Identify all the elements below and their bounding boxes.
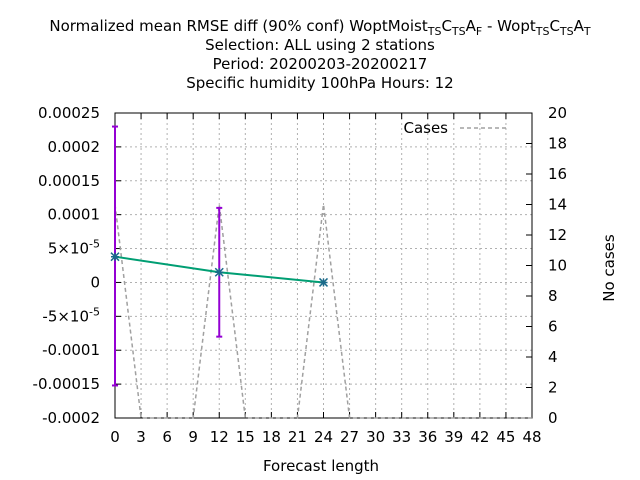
x-tick-label: 12 xyxy=(210,428,229,446)
y-tick-label: 0.00015 xyxy=(38,172,100,190)
y-tick-label: -0.0002 xyxy=(42,409,100,427)
x-tick-label: 45 xyxy=(496,428,515,446)
y2-tick-label: 12 xyxy=(548,226,567,244)
y2-tick-label: 0 xyxy=(548,409,558,427)
y-tick-label: -0.00015 xyxy=(33,375,100,393)
x-tick-label: 30 xyxy=(366,428,385,446)
y2-tick-label: 14 xyxy=(548,196,567,214)
cases-line xyxy=(114,204,532,419)
x-tick-label: 0 xyxy=(110,428,120,446)
y-tick-label: 0.0001 xyxy=(48,206,101,224)
x-tick-label: 39 xyxy=(444,428,463,446)
y-axis-ticks: 0.00025 0.0002 0.00015 0.0001 5×10-5 0 -5×10-5… xyxy=(33,104,121,427)
x-tick-label: 3 xyxy=(136,428,146,446)
y-tick-label: -5×10-5 xyxy=(42,305,100,325)
y2-tick-label: 18 xyxy=(548,135,567,153)
x-tick-label: 27 xyxy=(340,428,359,446)
chart-title: Normalized mean RMSE diff (90% conf) Wop… xyxy=(49,17,591,92)
title-line: Normalized mean RMSE diff (90% conf) Wop… xyxy=(49,17,591,38)
y2-tick-label: 4 xyxy=(548,348,558,366)
y-tick-label: 5×10-5 xyxy=(48,238,100,258)
x-tick-label: 24 xyxy=(314,428,333,446)
y2-axis-label: No cases xyxy=(600,234,618,302)
x-tick-label: 42 xyxy=(470,428,489,446)
x-tick-label: 33 xyxy=(392,428,411,446)
x-axis-ticks: 0 3 6 9 12 15 18 21 24 27 30 33 36 39 42 45 48 xyxy=(110,113,542,446)
legend: Cases xyxy=(403,119,506,137)
y2-axis-ticks: 0 2 4 6 8 10 12 14 16 18 20 xyxy=(526,104,567,427)
y2-tick-label: 6 xyxy=(548,318,558,336)
y-tick-label: 0 xyxy=(90,273,100,291)
y2-tick-label: 2 xyxy=(548,379,558,397)
x-tick-label: 18 xyxy=(262,428,281,446)
x-tick-label: 36 xyxy=(418,428,437,446)
y-tick-label: 0.00025 xyxy=(38,104,100,122)
x-tick-label: 15 xyxy=(236,428,255,446)
legend-label-cases: Cases xyxy=(403,119,448,137)
x-axis-label: Forecast length xyxy=(263,457,379,475)
x-tick-label: 6 xyxy=(162,428,172,446)
x-tick-label: 21 xyxy=(288,428,307,446)
y-tick-label: -0.0001 xyxy=(42,341,100,359)
y2-tick-label: 20 xyxy=(548,104,567,122)
series-layer xyxy=(110,125,532,419)
title-line: Specific humidity 100hPa Hours: 12 xyxy=(186,74,453,92)
title-line: Period: 20200203-20200217 xyxy=(213,55,428,73)
grid xyxy=(115,113,532,418)
mean-point xyxy=(318,277,329,287)
y-tick-label: 0.0002 xyxy=(48,138,101,156)
title-line: Selection: ALL using 2 stations xyxy=(205,36,435,54)
y2-tick-label: 16 xyxy=(548,165,567,183)
mean-point xyxy=(214,267,224,277)
x-tick-label: 48 xyxy=(522,428,541,446)
mean-point xyxy=(110,252,120,262)
x-tick-label: 9 xyxy=(188,428,198,446)
y2-tick-label: 8 xyxy=(548,287,558,305)
y2-tick-label: 10 xyxy=(548,257,567,275)
